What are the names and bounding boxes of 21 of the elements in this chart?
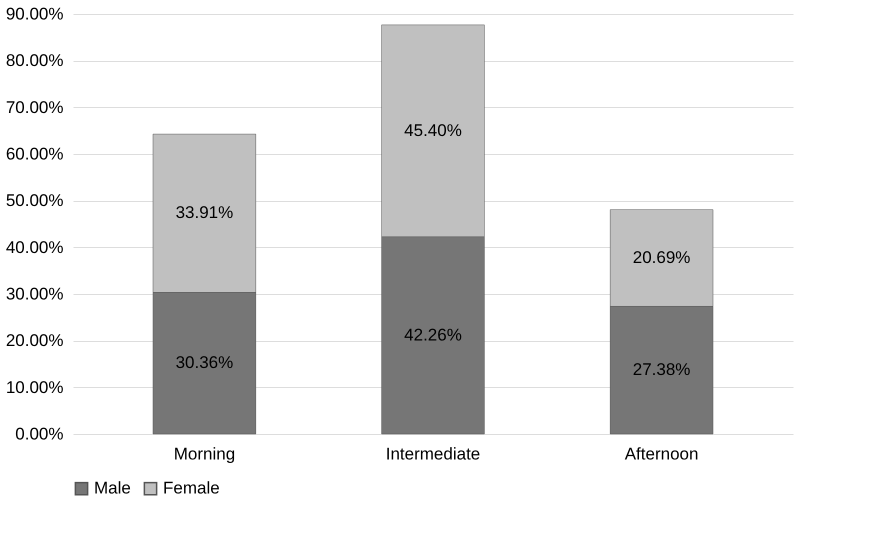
legend-label: Female (163, 478, 220, 498)
y-tick-label: 0.00% (15, 424, 64, 444)
y-tick-label: 30.00% (6, 284, 64, 304)
x-tick-label: Afternoon (624, 444, 698, 464)
data-label: 30.36% (176, 353, 234, 372)
y-tick-label: 10.00% (6, 378, 64, 397)
data-label: 27.38% (632, 360, 690, 380)
y-tick-label: 80.00% (6, 51, 64, 70)
y-tick-label: 70.00% (6, 98, 64, 117)
y-tick-label: 50.00% (6, 191, 64, 210)
legend-label: Male (94, 478, 131, 498)
y-tick-label: 60.00% (6, 144, 64, 164)
y-tick-label: 90.00% (6, 4, 64, 24)
y-tick-label: 40.00% (6, 238, 64, 257)
data-label: 20.69% (632, 248, 690, 267)
x-tick-label: Morning (174, 444, 236, 464)
data-label: 45.40% (404, 120, 462, 140)
y-tick-label: 20.00% (6, 331, 64, 350)
data-label: 33.91% (176, 203, 234, 222)
data-label: 42.26% (404, 325, 462, 344)
x-tick-label: Intermediate (386, 444, 480, 464)
